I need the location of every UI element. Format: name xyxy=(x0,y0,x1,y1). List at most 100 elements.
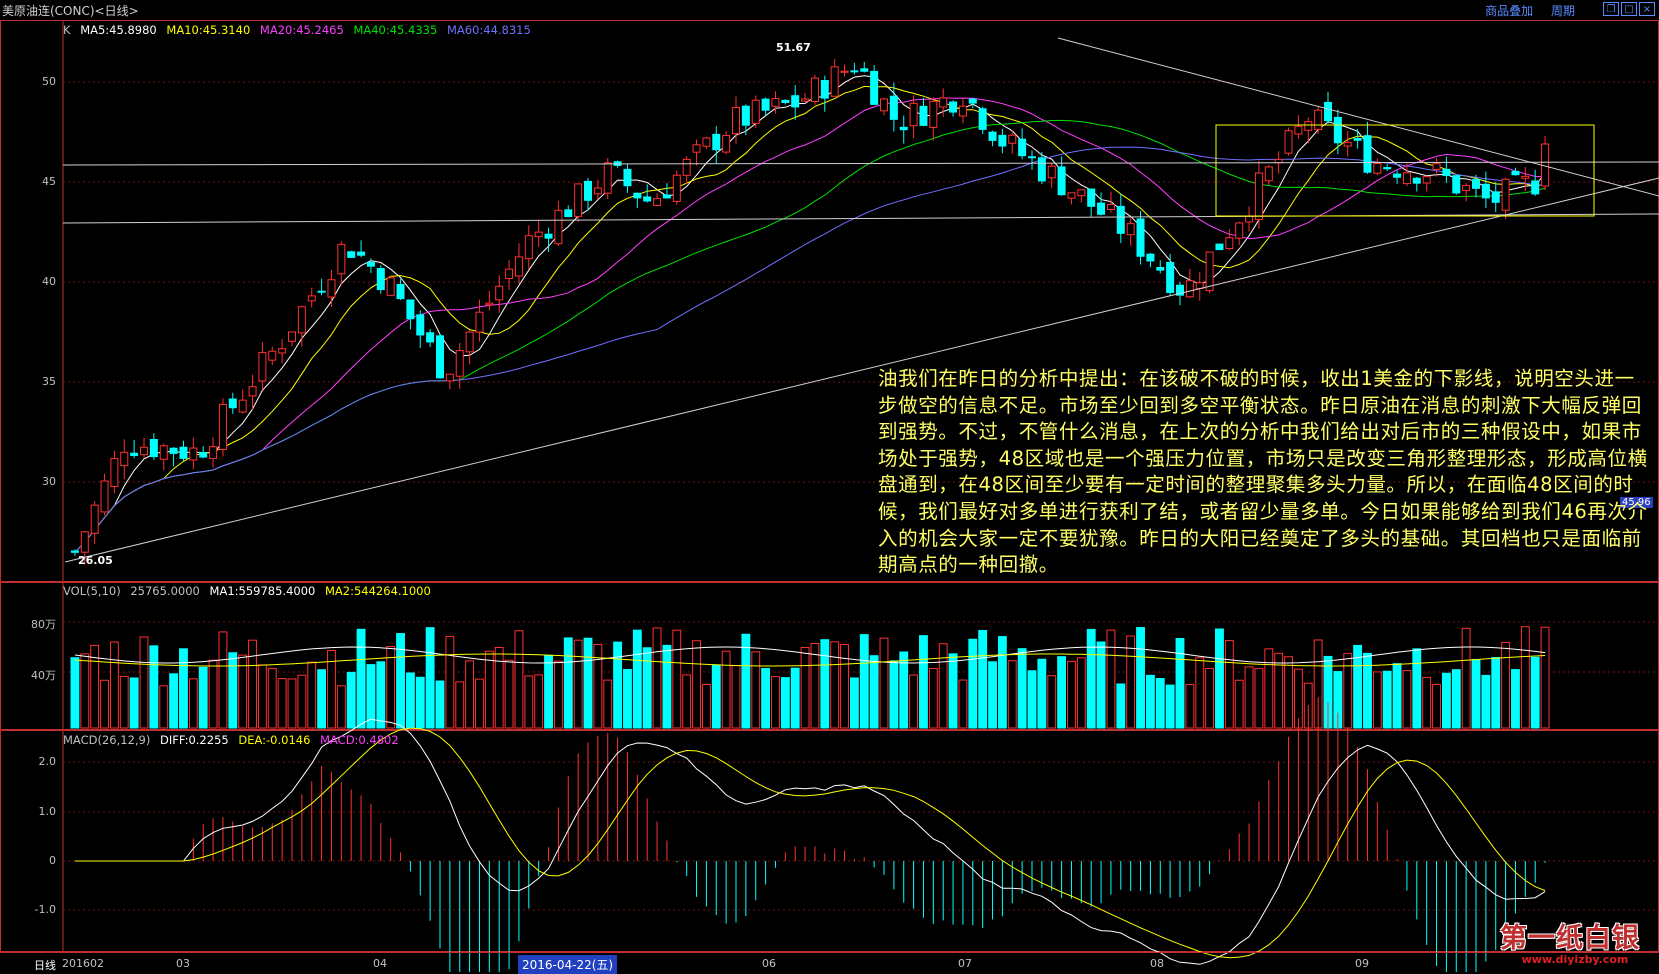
period-link[interactable]: 周期 xyxy=(1550,4,1575,18)
volume-bar xyxy=(514,630,524,729)
candle-body xyxy=(218,403,227,450)
volume-bar xyxy=(1047,675,1057,729)
candle-body xyxy=(781,99,790,103)
candle-body xyxy=(1156,267,1165,271)
volume-bar xyxy=(682,674,692,729)
candle-body xyxy=(327,279,336,298)
candle-body xyxy=(603,162,612,194)
volume-bar xyxy=(376,661,386,729)
x-label-apr: 04 xyxy=(373,957,387,970)
volume-bar xyxy=(603,679,613,729)
candle-body xyxy=(1432,163,1441,170)
candle-body xyxy=(1116,205,1125,234)
commodity-overlay-link[interactable]: 商品叠加 xyxy=(1485,4,1534,18)
volume-bar xyxy=(465,660,475,729)
volume-bar xyxy=(356,628,366,729)
candle-body xyxy=(623,168,632,187)
candle-body xyxy=(1097,202,1106,215)
candle-body xyxy=(899,126,908,131)
volume-bar xyxy=(1205,667,1215,729)
volume-bar xyxy=(988,661,997,729)
consolidation-box xyxy=(1215,124,1595,217)
volume-bar xyxy=(1086,628,1096,729)
candle-body xyxy=(1205,251,1214,292)
volume-bar xyxy=(830,641,840,729)
candle-body xyxy=(1481,183,1490,199)
volume-bar xyxy=(1422,676,1432,729)
x-label-jul: 07 xyxy=(958,957,972,970)
candle-body xyxy=(1343,141,1352,147)
volume-bar xyxy=(1451,669,1461,729)
candle-body xyxy=(1383,167,1392,170)
close-icon[interactable]: × xyxy=(1639,2,1655,16)
candle-body xyxy=(653,198,662,206)
volume-bar xyxy=(771,676,780,729)
candle-body xyxy=(1136,218,1145,257)
macd-tick-2: 2.0 xyxy=(38,755,57,768)
candle-body xyxy=(702,137,711,147)
legend-prefix: K xyxy=(63,23,71,37)
volume-bar xyxy=(129,677,139,729)
volume-bar xyxy=(1520,626,1530,729)
ma5-line xyxy=(74,75,1546,553)
volume-bar xyxy=(169,673,179,729)
candle-body xyxy=(1254,172,1263,220)
candle-body xyxy=(1106,204,1115,210)
volume-bar xyxy=(938,643,948,729)
volume-bar xyxy=(80,653,90,729)
maximize-icon[interactable]: □ xyxy=(1621,2,1637,16)
watermark: 第一纸白银 www.diyizby.com xyxy=(1500,916,1650,966)
candle-body xyxy=(179,446,188,459)
volume-bar xyxy=(494,646,504,729)
candle-body xyxy=(1185,280,1194,298)
macd-diff: DIFF:0.2255 xyxy=(160,733,229,747)
period-label[interactable]: 日线 xyxy=(34,959,56,972)
candle-body xyxy=(376,268,385,291)
candle-body xyxy=(475,311,484,333)
volume-bar xyxy=(1530,656,1540,729)
volume-bar xyxy=(968,638,978,729)
candle-body xyxy=(949,101,958,113)
macd-value: MACD:0.4802 xyxy=(320,733,399,747)
restore-icon[interactable]: ❐ xyxy=(1603,2,1619,16)
candle-body xyxy=(1324,101,1332,122)
volume-bar xyxy=(879,637,889,729)
volume-bar xyxy=(238,654,248,729)
volume-bar xyxy=(1274,652,1284,729)
volume-bar xyxy=(1096,641,1106,729)
vol-tick-80: 80万 xyxy=(31,618,56,631)
candle-body xyxy=(1284,130,1293,154)
volume-bar xyxy=(800,646,810,729)
volume-bar xyxy=(1234,679,1244,729)
volume-legend: VOL(5,10) 25765.0000 MA1:559785.4000 MA2… xyxy=(63,584,437,598)
candle-body xyxy=(1294,125,1303,135)
candle-body xyxy=(554,209,563,245)
volume-bar xyxy=(504,659,514,729)
candle-body xyxy=(455,350,464,377)
volume-bar xyxy=(228,652,238,729)
volume-bar xyxy=(1471,658,1481,729)
candle-body xyxy=(840,70,849,73)
candle-body xyxy=(741,105,750,126)
volume-bar xyxy=(711,664,721,729)
candle-body xyxy=(633,192,642,199)
volume-bar xyxy=(810,642,820,729)
volume-bar xyxy=(455,681,465,729)
candle-body xyxy=(1521,175,1530,179)
volume-bar xyxy=(139,636,149,729)
candle-body xyxy=(593,187,602,195)
volume-bar xyxy=(1461,627,1471,729)
volume-bar xyxy=(1284,656,1293,729)
ma40-label: MA40:45.4335 xyxy=(353,23,438,37)
volume-bar xyxy=(672,629,682,729)
volume-bar xyxy=(484,650,494,729)
volume-bar xyxy=(208,659,218,729)
volume-bar xyxy=(1353,644,1363,729)
volume-bar xyxy=(1067,660,1076,729)
candle-body xyxy=(1037,157,1046,182)
candle-body xyxy=(436,335,444,379)
candle-body xyxy=(1028,156,1036,159)
volume-bar xyxy=(632,629,642,729)
volume-bar xyxy=(909,674,919,729)
